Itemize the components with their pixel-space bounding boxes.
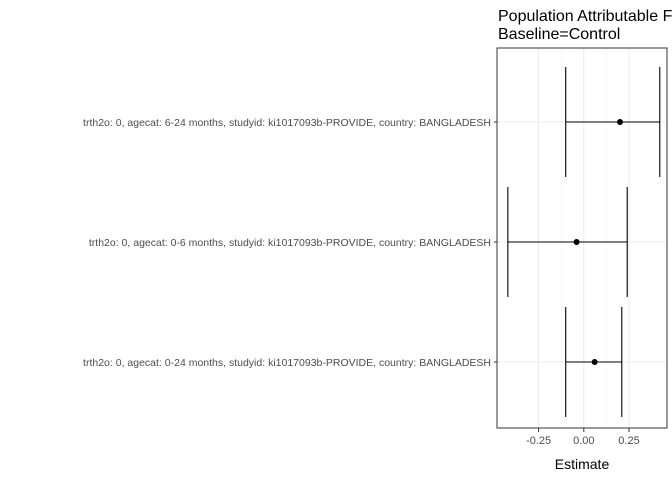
x-axis-title: Estimate [555,456,610,472]
marks-layer [507,67,661,417]
chart-title-line-1: Population Attributable Fraction [498,8,672,25]
category-label: trth2o: 0, agecat: 6-24 months, studyid:… [83,117,491,129]
plot-panel [497,48,667,428]
category-labels: trth2o: 0, agecat: 6-24 months, studyid:… [83,117,497,369]
plot-border [496,47,668,429]
estimate-point [573,239,580,245]
x-axis-ticks: -0.25 0.00 0.25 [526,428,640,447]
estimate-point [616,119,623,125]
x-tick-label: 0.25 [618,435,639,447]
x-tick-label: 0.00 [573,435,594,447]
category-label: trth2o: 0, agecat: 0-24 months, studyid:… [83,357,491,369]
estimate-point [591,359,598,365]
category-label: trth2o: 0, agecat: 0-6 months, studyid: … [89,237,491,249]
x-tick-label: -0.25 [526,435,551,447]
chart-title-line-2: Baseline=Control [498,26,620,43]
